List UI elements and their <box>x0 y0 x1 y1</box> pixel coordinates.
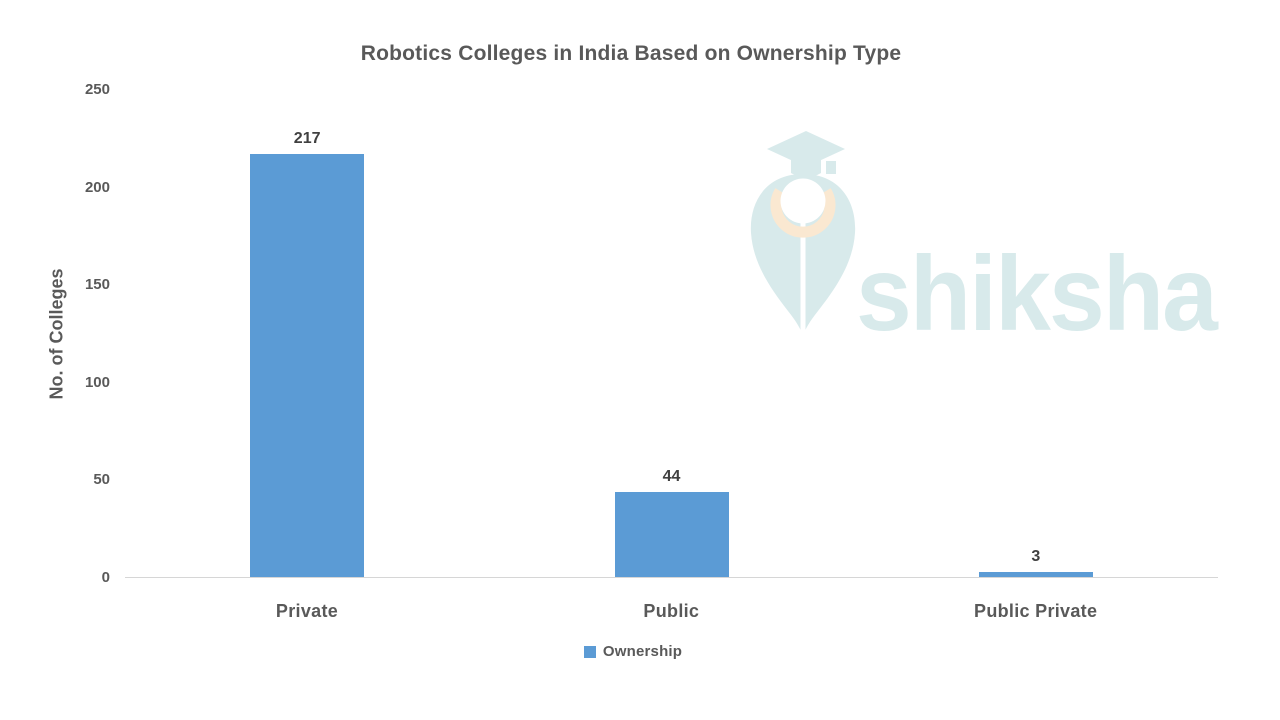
legend: Ownership <box>0 643 1266 660</box>
legend-swatch-ownership <box>583 645 596 658</box>
x-category-label-public: Public <box>643 601 700 621</box>
chart-title: Robotics Colleges in India Based on Owne… <box>360 42 902 65</box>
bar-value-label: 3 <box>1031 548 1041 566</box>
bar-private <box>250 154 365 577</box>
bar-public-private <box>978 572 1093 577</box>
x-axis-line <box>125 577 1218 578</box>
bar-value-label: 217 <box>293 130 321 148</box>
watermark-text: shiksha <box>856 235 1219 340</box>
y-tick-label: 150 <box>84 276 110 294</box>
x-category-label-public-private: Public Private <box>974 601 1098 621</box>
y-tick-label: 50 <box>93 471 110 489</box>
shiksha-watermark-logo: shiksha <box>750 131 1220 340</box>
bar-public <box>614 492 729 577</box>
y-tick-label: 0 <box>101 569 110 586</box>
x-category-label-private: Private <box>275 601 339 621</box>
pen-nib-icon <box>750 174 856 335</box>
bar-value-label: 44 <box>662 468 681 486</box>
y-tick-label: 200 <box>84 178 110 196</box>
y-tick-label: 100 <box>84 373 110 391</box>
legend-label-ownership: Ownership <box>602 643 683 660</box>
y-tick-label: 250 <box>84 81 110 98</box>
graduation-cap-icon <box>767 131 845 178</box>
